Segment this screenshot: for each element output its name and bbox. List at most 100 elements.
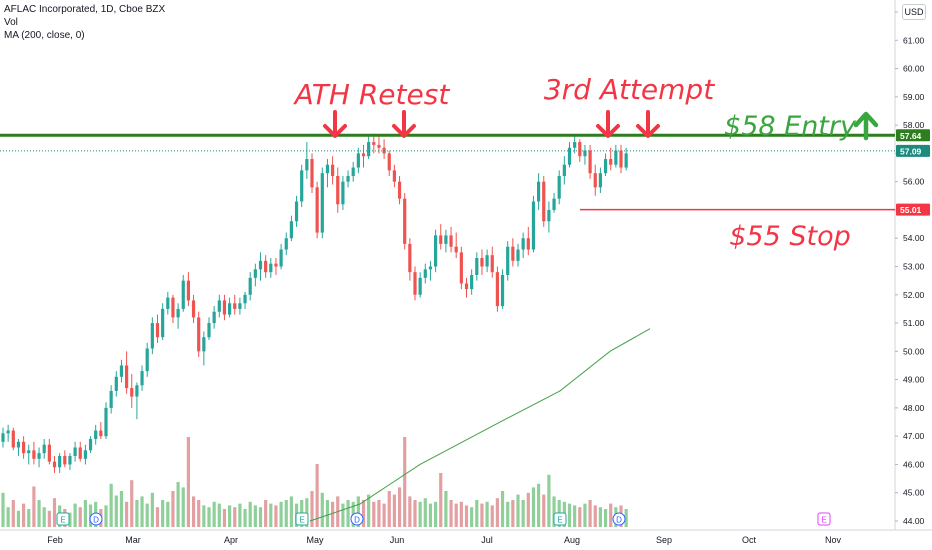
candle-body	[63, 455, 67, 465]
candle-body	[73, 447, 77, 456]
annotation-55-stop: $55 Stop	[729, 221, 851, 252]
candle-body	[284, 238, 288, 250]
volume-indicator-label[interactable]: Vol	[4, 17, 18, 28]
candle-body	[140, 371, 144, 386]
event-marker-label: E	[299, 516, 304, 525]
candle-body	[325, 164, 330, 174]
volume-bar	[588, 500, 592, 527]
volume-bar	[434, 501, 438, 527]
candle-body	[274, 263, 278, 267]
earnings-marker-icon[interactable]	[295, 512, 309, 526]
volume-bar	[145, 503, 149, 527]
volume-bar	[495, 498, 499, 527]
volume-bar	[537, 483, 541, 527]
earnings-marker-icon[interactable]	[817, 512, 831, 526]
candle-body	[578, 142, 582, 157]
volume-bar	[542, 494, 546, 527]
volume-bar	[119, 491, 124, 527]
down-arrow-icon	[323, 124, 347, 138]
volume-bar	[526, 492, 530, 527]
candle-body	[387, 153, 391, 171]
volume-bar	[490, 505, 494, 527]
volume-bar	[346, 500, 350, 527]
candle-body	[537, 181, 541, 202]
candle-body	[119, 365, 124, 377]
earnings-marker-icon[interactable]	[553, 512, 567, 526]
volume-bar	[444, 491, 448, 527]
volume-bar	[397, 487, 402, 527]
volume-bar	[485, 501, 489, 527]
volume-bar	[341, 503, 345, 527]
volume-bar	[418, 501, 422, 527]
volume-bar	[289, 496, 293, 527]
candle-body	[315, 187, 319, 233]
candle-body	[397, 181, 402, 199]
volume-bar	[22, 503, 26, 527]
volume-bar	[367, 494, 371, 527]
volume-bar	[361, 500, 366, 527]
volume-bar	[228, 505, 232, 527]
y-tick-label: 51.00	[903, 318, 925, 328]
y-tick-label: 60.00	[903, 64, 925, 74]
dividend-marker-icon[interactable]	[89, 512, 103, 526]
volume-bar	[233, 507, 237, 527]
volume-bar	[83, 500, 87, 527]
candle-body	[320, 173, 324, 233]
volume-bar	[130, 480, 134, 527]
volume-bar	[279, 501, 283, 527]
candle-body	[464, 283, 469, 290]
currency-button[interactable]: USD	[902, 4, 926, 20]
candle-body	[150, 323, 154, 349]
candle-body	[392, 170, 396, 182]
candle-body	[99, 430, 103, 437]
dividend-marker-icon[interactable]	[612, 512, 626, 526]
down-arrow-icon	[392, 124, 416, 138]
candle-body	[495, 272, 499, 307]
candle-body	[269, 263, 273, 273]
earnings-marker-icon[interactable]	[56, 512, 70, 526]
volume-bar	[583, 503, 587, 527]
candle-body	[212, 311, 216, 324]
volume-bar	[531, 487, 536, 527]
candle-body	[562, 164, 566, 177]
volume-bar	[382, 503, 386, 527]
candle-body	[233, 303, 237, 309]
volume-bar	[480, 503, 484, 527]
candle-body	[130, 388, 134, 397]
candle-body	[104, 407, 108, 437]
volume-bar	[603, 509, 608, 527]
x-tick-label: Mar	[125, 535, 141, 545]
candle-body	[186, 280, 190, 301]
candle-body	[351, 167, 355, 177]
volume-bar	[114, 495, 118, 527]
x-tick-label: Jun	[390, 535, 405, 545]
volume-bar	[197, 500, 201, 527]
moving-average-indicator-label[interactable]: MA (200, close, 0)	[4, 30, 85, 41]
volume-bar	[109, 483, 113, 527]
candle-body	[155, 323, 160, 338]
dividend-marker-icon[interactable]	[350, 512, 364, 526]
volume-bar	[269, 503, 273, 527]
candle-body	[516, 249, 520, 261]
volume-bar	[449, 500, 453, 527]
candle-body	[300, 170, 304, 202]
candle-body	[114, 376, 118, 391]
stop-price-tag	[896, 203, 930, 216]
volume-bar	[11, 500, 15, 527]
candle-body	[228, 303, 232, 315]
volume-bar	[470, 507, 474, 527]
annotation-58-entry: $58 Entry	[724, 111, 857, 142]
volume-bar	[475, 500, 479, 527]
volume-bar	[511, 500, 515, 527]
ma200-line	[309, 328, 651, 522]
candle-body	[341, 181, 345, 205]
candle-body	[377, 144, 381, 148]
candle-body	[423, 269, 427, 278]
volume-bar	[1, 492, 5, 527]
candle-body	[125, 365, 129, 389]
candle-body	[32, 450, 36, 459]
candle-body	[191, 300, 196, 318]
candle-body	[222, 300, 227, 315]
volume-bar	[207, 507, 211, 527]
